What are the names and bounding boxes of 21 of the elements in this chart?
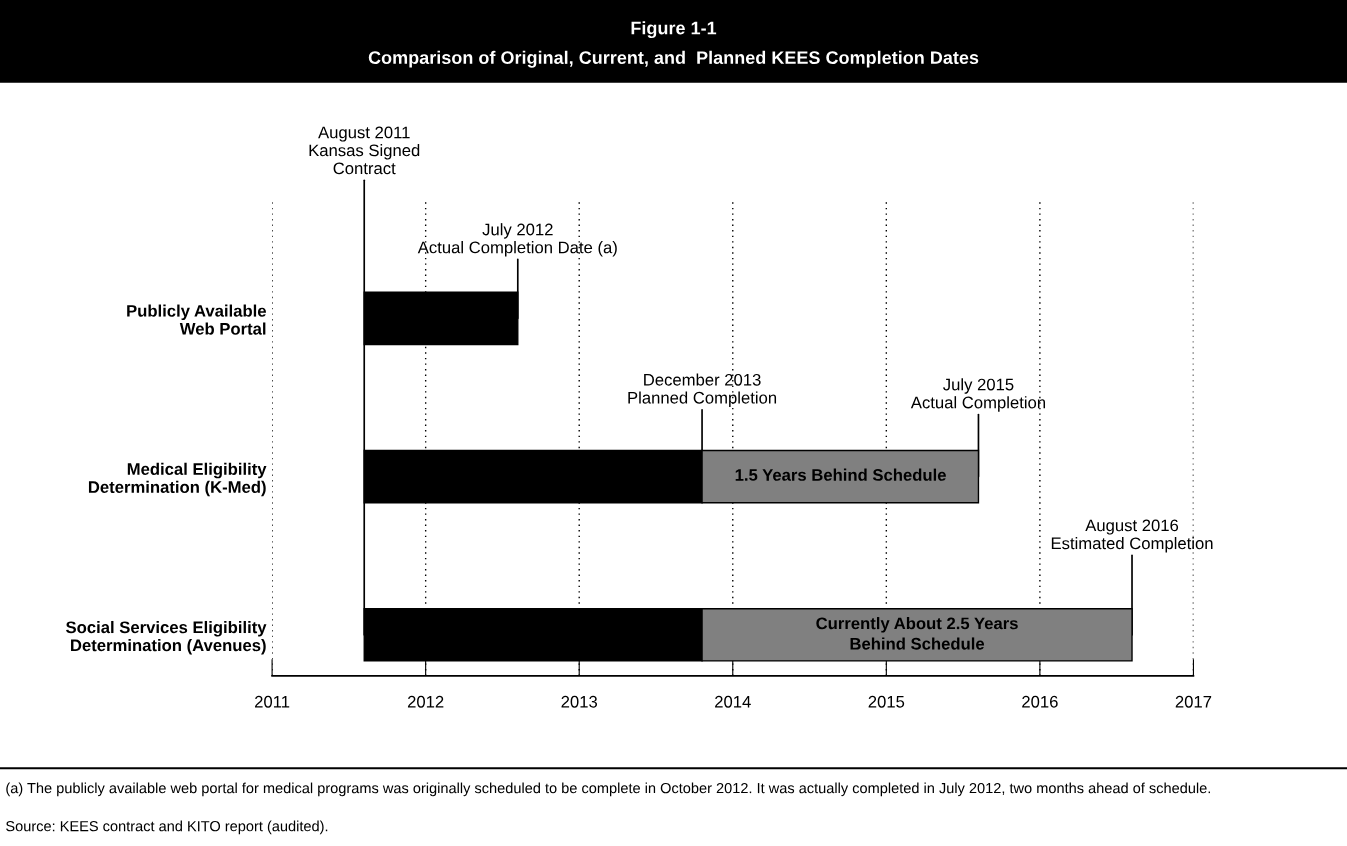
x-tick-label: 2015 — [868, 695, 905, 708]
chart-title: Figure 1-1 — [631, 21, 717, 39]
x-tick-label: 2016 — [1022, 695, 1058, 708]
annotation: July 2012 Actual Completion Date (a) — [417, 223, 617, 257]
source-note: Source: KEES contract and KITO report (audited). — [6, 820, 328, 835]
annotation: July 2015 Actual Completion — [910, 378, 1046, 412]
annotation: August 2016 Estimated Completion — [1051, 519, 1213, 553]
x-tick-label: 2011 — [255, 695, 290, 708]
annotation: 1.5 Years Behind Schedule — [735, 468, 946, 481]
x-tick-label: 2013 — [561, 695, 598, 708]
chart-subtitle: Comparison of Original, Current, and Planned KEES Completion Dates — [368, 50, 979, 68]
x-tick-label: 2012 — [407, 695, 444, 708]
text: (a) The publicly available web portal for medical programs was originally scheduled to be complete in October 2012. It was actually completed in July 2012, two months ahead of schedule. — [6, 782, 1210, 797]
y-tick-label: Social Services Eligibility Determination (Avenues) — [66, 620, 267, 655]
y-tick-label: Medical Eligibility Determination (K-Med) — [88, 462, 267, 497]
x-tick-label: 2014 — [715, 695, 751, 708]
annotation: Currently About 2.5 Years Behind Schedule — [816, 617, 1018, 650]
y-tick-label: Publicly Available Web Portal — [127, 304, 266, 335]
x-tick-label: 2017 — [1175, 695, 1212, 708]
annotation: August 2011 Kansas Signed Contract — [309, 126, 420, 175]
annotation: December 2013 Planned Completion — [628, 373, 777, 407]
